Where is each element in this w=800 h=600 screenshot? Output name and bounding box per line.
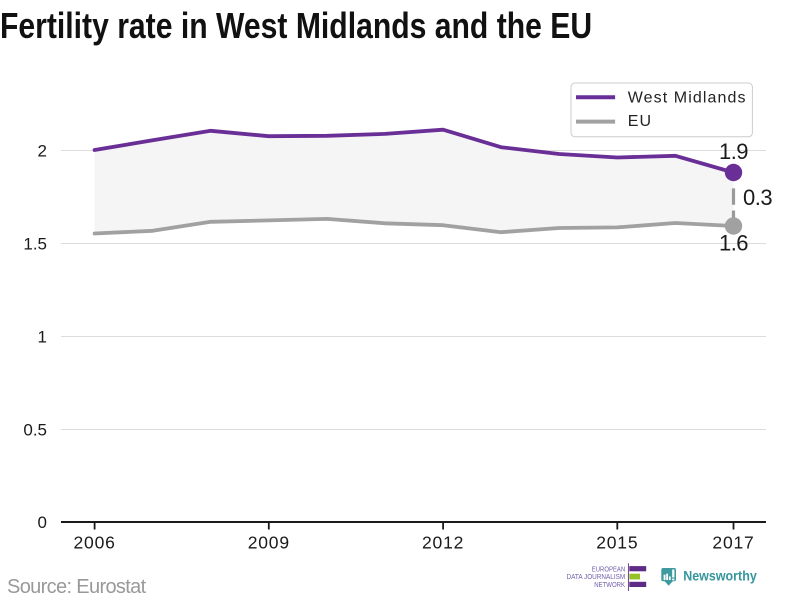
svg-text:1: 1 bbox=[38, 328, 47, 347]
svg-text:1.6: 1.6 bbox=[719, 231, 748, 256]
svg-text:2015: 2015 bbox=[596, 533, 638, 553]
svg-text:2012: 2012 bbox=[422, 533, 464, 553]
svg-text:1.9: 1.9 bbox=[719, 139, 748, 164]
svg-text:2009: 2009 bbox=[248, 533, 290, 553]
svg-text:0: 0 bbox=[38, 513, 47, 532]
svg-text:Newsworthy: Newsworthy bbox=[683, 568, 757, 584]
svg-text:NETWORK: NETWORK bbox=[594, 582, 625, 589]
svg-text:1.5: 1.5 bbox=[23, 235, 47, 254]
svg-text:2017: 2017 bbox=[712, 533, 754, 553]
svg-text:2006: 2006 bbox=[74, 533, 116, 553]
svg-text:2: 2 bbox=[38, 142, 47, 161]
svg-text:West Midlands: West Midlands bbox=[628, 90, 747, 107]
svg-text:EU: EU bbox=[628, 113, 652, 130]
svg-text:0.3: 0.3 bbox=[743, 185, 772, 210]
svg-text:DATA JOURNALISM: DATA JOURNALISM bbox=[567, 574, 626, 581]
svg-text:EUROPEAN: EUROPEAN bbox=[592, 566, 625, 573]
svg-text:0.5: 0.5 bbox=[23, 421, 47, 440]
